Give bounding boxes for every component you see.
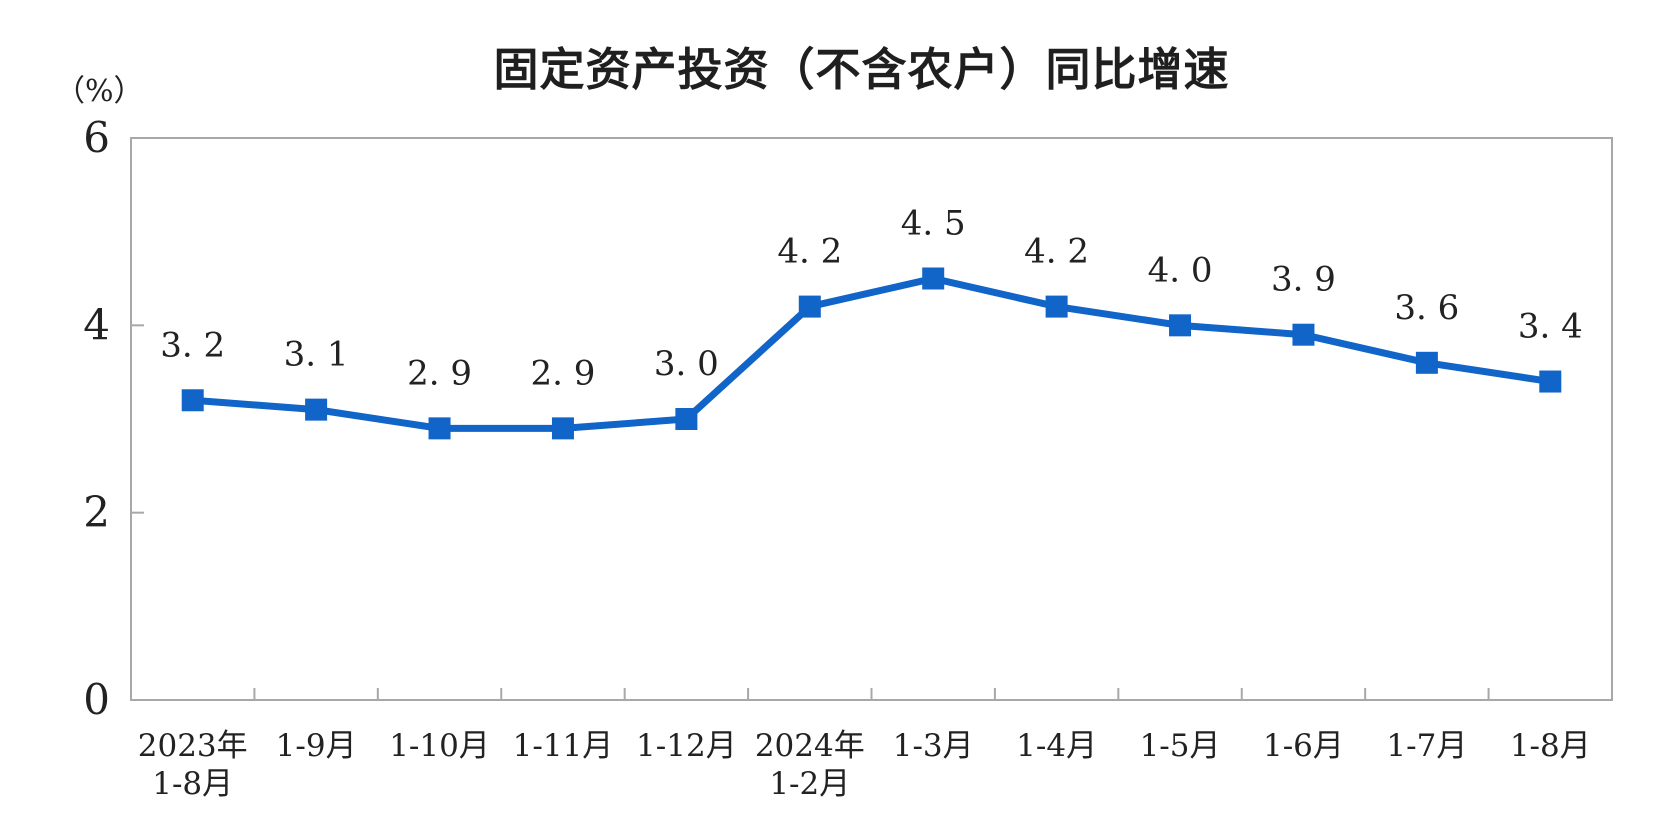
data-point-label: 3. 1: [284, 335, 349, 375]
x-tick-label: 1-9月: [276, 728, 357, 764]
data-point-label: 3. 9: [1271, 260, 1336, 300]
x-tick-label: 1-6月: [1263, 728, 1344, 764]
x-tick-label: 1-10月: [389, 728, 490, 764]
x-tick-label: 1-8月: [152, 766, 233, 802]
data-point-marker: [1415, 351, 1438, 374]
data-point-label: 4. 2: [777, 232, 842, 272]
x-tick-label: 1-3月: [893, 728, 974, 764]
data-point-label: 4. 5: [901, 204, 966, 244]
x-tick-label: 1-8月: [1510, 728, 1591, 764]
data-point-marker: [551, 417, 574, 440]
x-tick-label: 2023年: [138, 728, 248, 764]
x-tick-label: 1-5月: [1140, 728, 1221, 764]
data-point-label: 4. 0: [1148, 250, 1213, 290]
data-point-marker: [798, 295, 821, 318]
data-point-marker: [181, 389, 204, 412]
series-line: [192, 274, 1551, 432]
data-point-marker: [1169, 314, 1192, 337]
x-tick-label: 1-11月: [513, 728, 614, 764]
data-point-label: 2. 9: [407, 353, 472, 393]
x-tick-label: 1-12月: [636, 728, 737, 764]
x-tick-label: 2024年: [755, 728, 865, 764]
data-point-label: 3. 6: [1394, 288, 1459, 328]
data-point-label: 3. 0: [654, 344, 719, 384]
data-point-label: 4. 2: [1024, 232, 1089, 272]
x-tick-label: 1-4月: [1016, 728, 1097, 764]
plot-border: [130, 137, 1613, 701]
y-tick-label: 2: [83, 488, 110, 537]
y-tick-label: 4: [83, 300, 110, 349]
x-tick-label: 1-7月: [1386, 728, 1467, 764]
data-point-marker: [1292, 323, 1315, 346]
data-point-marker: [1045, 295, 1068, 318]
y-tick-label: 0: [83, 675, 110, 724]
data-point-label: 2. 9: [531, 353, 596, 393]
data-point-label: 3. 2: [160, 325, 225, 365]
data-point-marker: [675, 408, 698, 430]
data-point-marker: [428, 417, 451, 440]
x-tick-label: 1-2月: [769, 766, 850, 802]
data-point-marker: [1539, 370, 1562, 393]
chart-title: 固定资产投资（不含农户）同比增速: [493, 43, 1230, 96]
data-point-marker: [922, 267, 945, 290]
data-point-marker: [305, 398, 328, 421]
data-point-label: 3. 4: [1518, 307, 1583, 347]
y-tick-label: 6: [83, 113, 110, 162]
y-axis-unit-label: （%）: [55, 74, 144, 109]
